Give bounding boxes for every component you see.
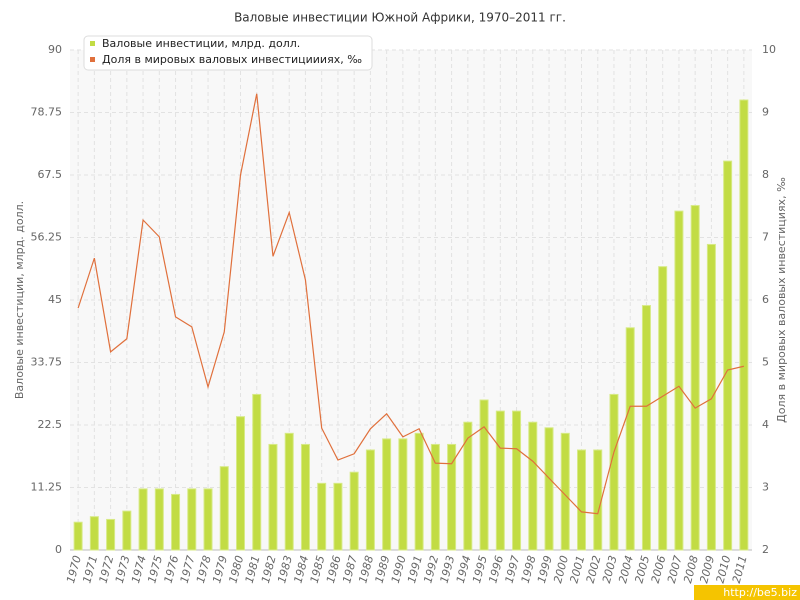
- bar: [154, 488, 164, 551]
- bar: [300, 443, 310, 551]
- bar: [528, 421, 538, 551]
- bar: [593, 449, 603, 551]
- legend-label: Валовые инвестиции, млрд. долл.: [102, 37, 300, 50]
- y2-tick-label: 2: [762, 543, 769, 556]
- bar: [349, 471, 359, 551]
- y2-tick-label: 3: [762, 481, 769, 494]
- y-tick-label: 33.75: [31, 356, 63, 369]
- bar: [365, 449, 375, 551]
- bar: [268, 443, 278, 551]
- y-tick-label: 78.75: [31, 106, 63, 119]
- y2-tick-label: 6: [762, 293, 769, 306]
- y-tick-label: 45: [48, 293, 62, 306]
- bar: [544, 427, 554, 551]
- bar: [739, 99, 749, 551]
- watermark: http://be5.biz: [723, 586, 797, 599]
- bar: [495, 410, 505, 551]
- y-tick-label: 90: [48, 43, 62, 56]
- bar: [219, 466, 229, 551]
- y-tick-label: 11.25: [31, 481, 63, 494]
- y-tick-label: 22.5: [38, 418, 63, 431]
- y2-tick-label: 10: [762, 43, 776, 56]
- chart-title: Валовые инвестиции Южной Африки, 1970–20…: [234, 11, 566, 25]
- legend: Валовые инвестиции, млрд. долл. Доля в ми…: [83, 35, 373, 71]
- bar: [382, 438, 392, 551]
- bar: [414, 432, 424, 551]
- bar: [171, 493, 181, 551]
- bar: [284, 432, 294, 551]
- bar: [723, 160, 733, 551]
- bar: [203, 488, 213, 551]
- y2-tick-label: 8: [762, 168, 769, 181]
- bar: [398, 438, 408, 551]
- y-tick-label: 0: [55, 543, 62, 556]
- line: [77, 93, 745, 515]
- y-axis-label: Валовые инвестиции, млрд. долл.: [13, 201, 26, 399]
- y-tick-label: 56.25: [31, 231, 63, 244]
- y-tick-label: 67.5: [38, 168, 63, 181]
- legend-marker: [90, 41, 95, 46]
- y2-axis-label: Доля в мировых валовых инвестициях, ‰: [775, 177, 788, 423]
- bar: [690, 205, 700, 551]
- bar: [317, 482, 327, 551]
- bar: [512, 410, 522, 551]
- bar: [252, 393, 262, 551]
- bar: [641, 305, 651, 551]
- bar: [122, 510, 132, 551]
- bar: [430, 443, 440, 551]
- bar: [333, 482, 343, 551]
- bar: [187, 488, 197, 551]
- legend-marker: [90, 57, 95, 62]
- bar: [479, 399, 489, 551]
- bar: [106, 518, 116, 551]
- bar: [89, 516, 99, 551]
- legend-box: [83, 35, 373, 71]
- y2-tick-label: 7: [762, 231, 769, 244]
- y2-tick-label: 5: [762, 356, 769, 369]
- bar: [447, 443, 457, 551]
- bar: [577, 449, 586, 551]
- bar: [658, 266, 668, 551]
- bar: [625, 327, 635, 551]
- bar: [609, 393, 619, 551]
- bar: [674, 210, 684, 551]
- bar: [463, 421, 473, 551]
- bar: [706, 243, 716, 551]
- y2-tick-label: 9: [762, 106, 769, 119]
- watermark-bg: [694, 585, 800, 600]
- legend-label: Доля в мировых валовых инвестициииях, ‰: [102, 53, 362, 66]
- y2-tick-label: 4: [762, 418, 769, 431]
- bar: [236, 416, 245, 551]
- bar: [138, 488, 148, 551]
- bar: [73, 521, 83, 551]
